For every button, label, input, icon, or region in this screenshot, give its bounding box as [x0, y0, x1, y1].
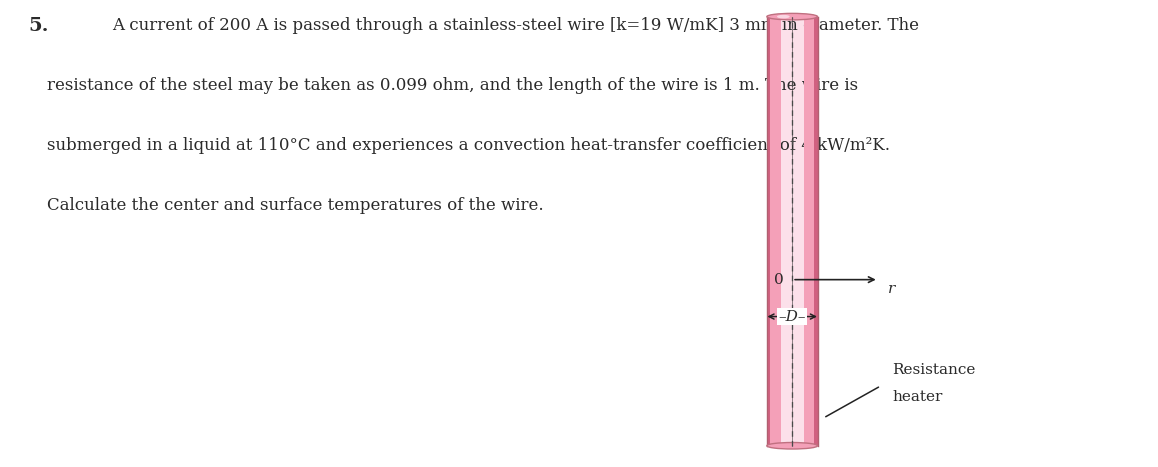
- Text: 5.: 5.: [28, 17, 49, 35]
- Text: submerged in a liquid at 110°C and experiences a convection heat-transfer coeffi: submerged in a liquid at 110°C and exper…: [46, 136, 889, 154]
- Text: Resistance: Resistance: [893, 362, 976, 376]
- Ellipse shape: [767, 14, 818, 20]
- Text: 0: 0: [775, 273, 784, 287]
- Text: heater: heater: [893, 390, 943, 404]
- Polygon shape: [771, 17, 813, 446]
- Text: r: r: [888, 282, 895, 296]
- Text: A current of 200 A is passed through a stainless-steel wire [k=19 W/mK] 3 mm in : A current of 200 A is passed through a s…: [112, 17, 919, 34]
- Text: Calculate the center and surface temperatures of the wire.: Calculate the center and surface tempera…: [46, 197, 543, 213]
- Polygon shape: [767, 17, 780, 446]
- Polygon shape: [814, 17, 818, 446]
- Polygon shape: [767, 17, 770, 446]
- Polygon shape: [804, 17, 818, 446]
- Ellipse shape: [767, 443, 818, 449]
- Text: –D–: –D–: [778, 310, 806, 324]
- Ellipse shape: [777, 15, 790, 18]
- Text: resistance of the steel may be taken as 0.099 ohm, and the length of the wire is: resistance of the steel may be taken as …: [46, 77, 858, 93]
